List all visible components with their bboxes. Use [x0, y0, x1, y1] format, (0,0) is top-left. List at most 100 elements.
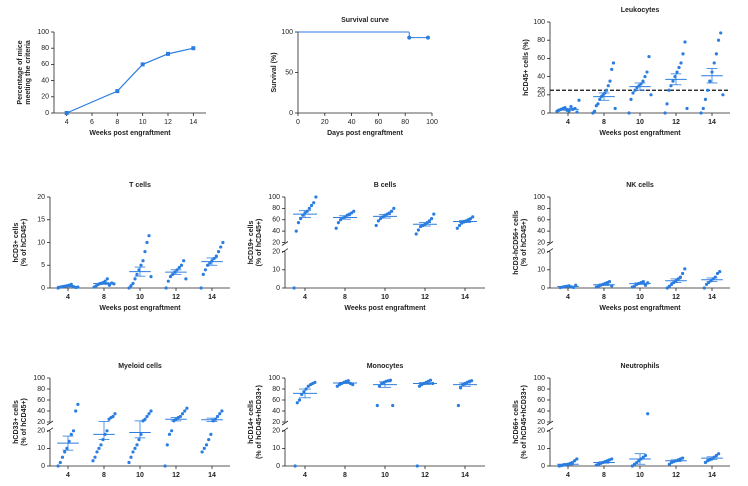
data-point [702, 286, 706, 290]
y-tick-label: 60 [37, 397, 45, 404]
data-point [137, 438, 141, 442]
data-point [56, 464, 60, 468]
data-point [336, 220, 340, 225]
y-tick-label: 60 [537, 397, 545, 404]
y-tick-label: 100 [268, 375, 280, 382]
data-point [60, 455, 65, 459]
y-tick-label: 20 [537, 248, 545, 255]
data-point [149, 409, 153, 413]
data-point [432, 212, 436, 216]
data-point [167, 432, 172, 436]
data-point [135, 272, 139, 276]
data-point [141, 259, 145, 263]
data-point [704, 282, 709, 286]
data-point [131, 281, 135, 286]
data-point [295, 401, 299, 405]
x-tick-label: 14 [461, 294, 469, 301]
x-tick-label: 10 [636, 119, 644, 126]
x-tick-label: 12 [421, 472, 429, 479]
data-point [202, 446, 206, 450]
data-point [575, 457, 579, 461]
panel: Survival curve 0 50 100 0 20 40 60 80 100 Days pos… [271, 17, 438, 137]
marker [407, 35, 412, 40]
data-point [575, 110, 579, 114]
x-tick-label: 12 [672, 119, 680, 126]
y-tick-label: 80 [537, 37, 545, 44]
data-point [103, 279, 107, 283]
marker [115, 89, 120, 94]
data-point [718, 270, 722, 274]
x-tick-label: 8 [602, 294, 606, 301]
data-point [294, 229, 298, 233]
y-axis-label: (% of hCD45+) [521, 219, 528, 267]
data-point [667, 462, 672, 466]
x-tick-label: 12 [421, 294, 429, 301]
data-point [592, 109, 597, 113]
data-point [670, 282, 674, 286]
data-point [306, 384, 310, 388]
data-point [376, 219, 380, 223]
y-tick-label: 20 [537, 419, 545, 426]
data-point [149, 275, 153, 279]
data-point [297, 398, 302, 402]
data-point [183, 409, 187, 413]
data-point [314, 195, 318, 199]
panel: Leukocytes 0 20 40 60 80 100 4 8 10 12 14 Weeks post… [523, 7, 730, 137]
axis-break [46, 420, 54, 426]
y-tick-label: 20 [272, 239, 280, 246]
data-point [714, 453, 719, 458]
data-point [216, 250, 221, 254]
data-point [390, 209, 394, 213]
data-point [649, 93, 653, 97]
x-tick-label: 10 [636, 472, 644, 479]
data-point [414, 232, 418, 236]
y-tick-label: 0 [541, 110, 545, 117]
data-point [641, 79, 645, 83]
y-tick-label: 80 [41, 45, 49, 52]
data-point [607, 280, 612, 284]
data-point [416, 228, 420, 232]
data-point [606, 84, 610, 88]
axis-break [281, 420, 289, 426]
data-point [641, 280, 645, 284]
data-point [715, 271, 720, 276]
y-axis-label: (% of hCD45+hCD33+) [256, 385, 263, 459]
y-axis-label: (% of hCD45+) [256, 219, 263, 267]
data-point [678, 275, 683, 279]
x-axis-label: Weeks post engraftment [599, 130, 681, 137]
data-point [113, 412, 117, 416]
data-point [667, 284, 672, 288]
y-axis-label: hCD19+ cells [248, 221, 255, 265]
y-tick-label: 20 [537, 428, 545, 435]
data-point [391, 403, 395, 408]
data-point [179, 263, 184, 267]
data-point [699, 111, 703, 115]
x-tick-label: 8 [102, 294, 106, 301]
y-tick-label: 10 [272, 445, 280, 452]
data-point [352, 209, 356, 213]
x-tick-label: 4 [566, 119, 570, 126]
y-tick-label: 10 [37, 445, 45, 452]
x-tick-label: 8 [602, 119, 606, 126]
data-point [685, 106, 689, 111]
data-point [296, 220, 301, 225]
data-point [163, 464, 167, 468]
y-tick-label: 20 [37, 419, 45, 426]
panel: T cells 0 5 10 15 20 4 8 10 12 14 Weeks post engraf… [13, 182, 230, 312]
data-point [168, 275, 173, 279]
y-tick-label: 60 [272, 397, 280, 404]
x-tick-label: 20 [321, 119, 329, 126]
x-tick-label: 4 [303, 294, 307, 301]
y-tick-label: 40 [41, 77, 49, 84]
y-axis-label: hCD3+ cells [13, 222, 20, 262]
panel: 0 20 40 60 80 100 4 6 8 10 12 14 Weeks post engraftm… [17, 29, 206, 137]
x-tick-label: 8 [343, 294, 347, 301]
panel: NK cells 0 10 20 20 40 60 80 100 4 8 10 12 14 Weeks po… [513, 182, 730, 312]
data-point [221, 240, 225, 245]
x-tick-label: 4 [566, 294, 570, 301]
data-point [665, 102, 669, 106]
data-point [105, 429, 109, 433]
marker [140, 62, 145, 67]
x-tick-label: 14 [461, 472, 469, 479]
data-point [145, 240, 149, 245]
